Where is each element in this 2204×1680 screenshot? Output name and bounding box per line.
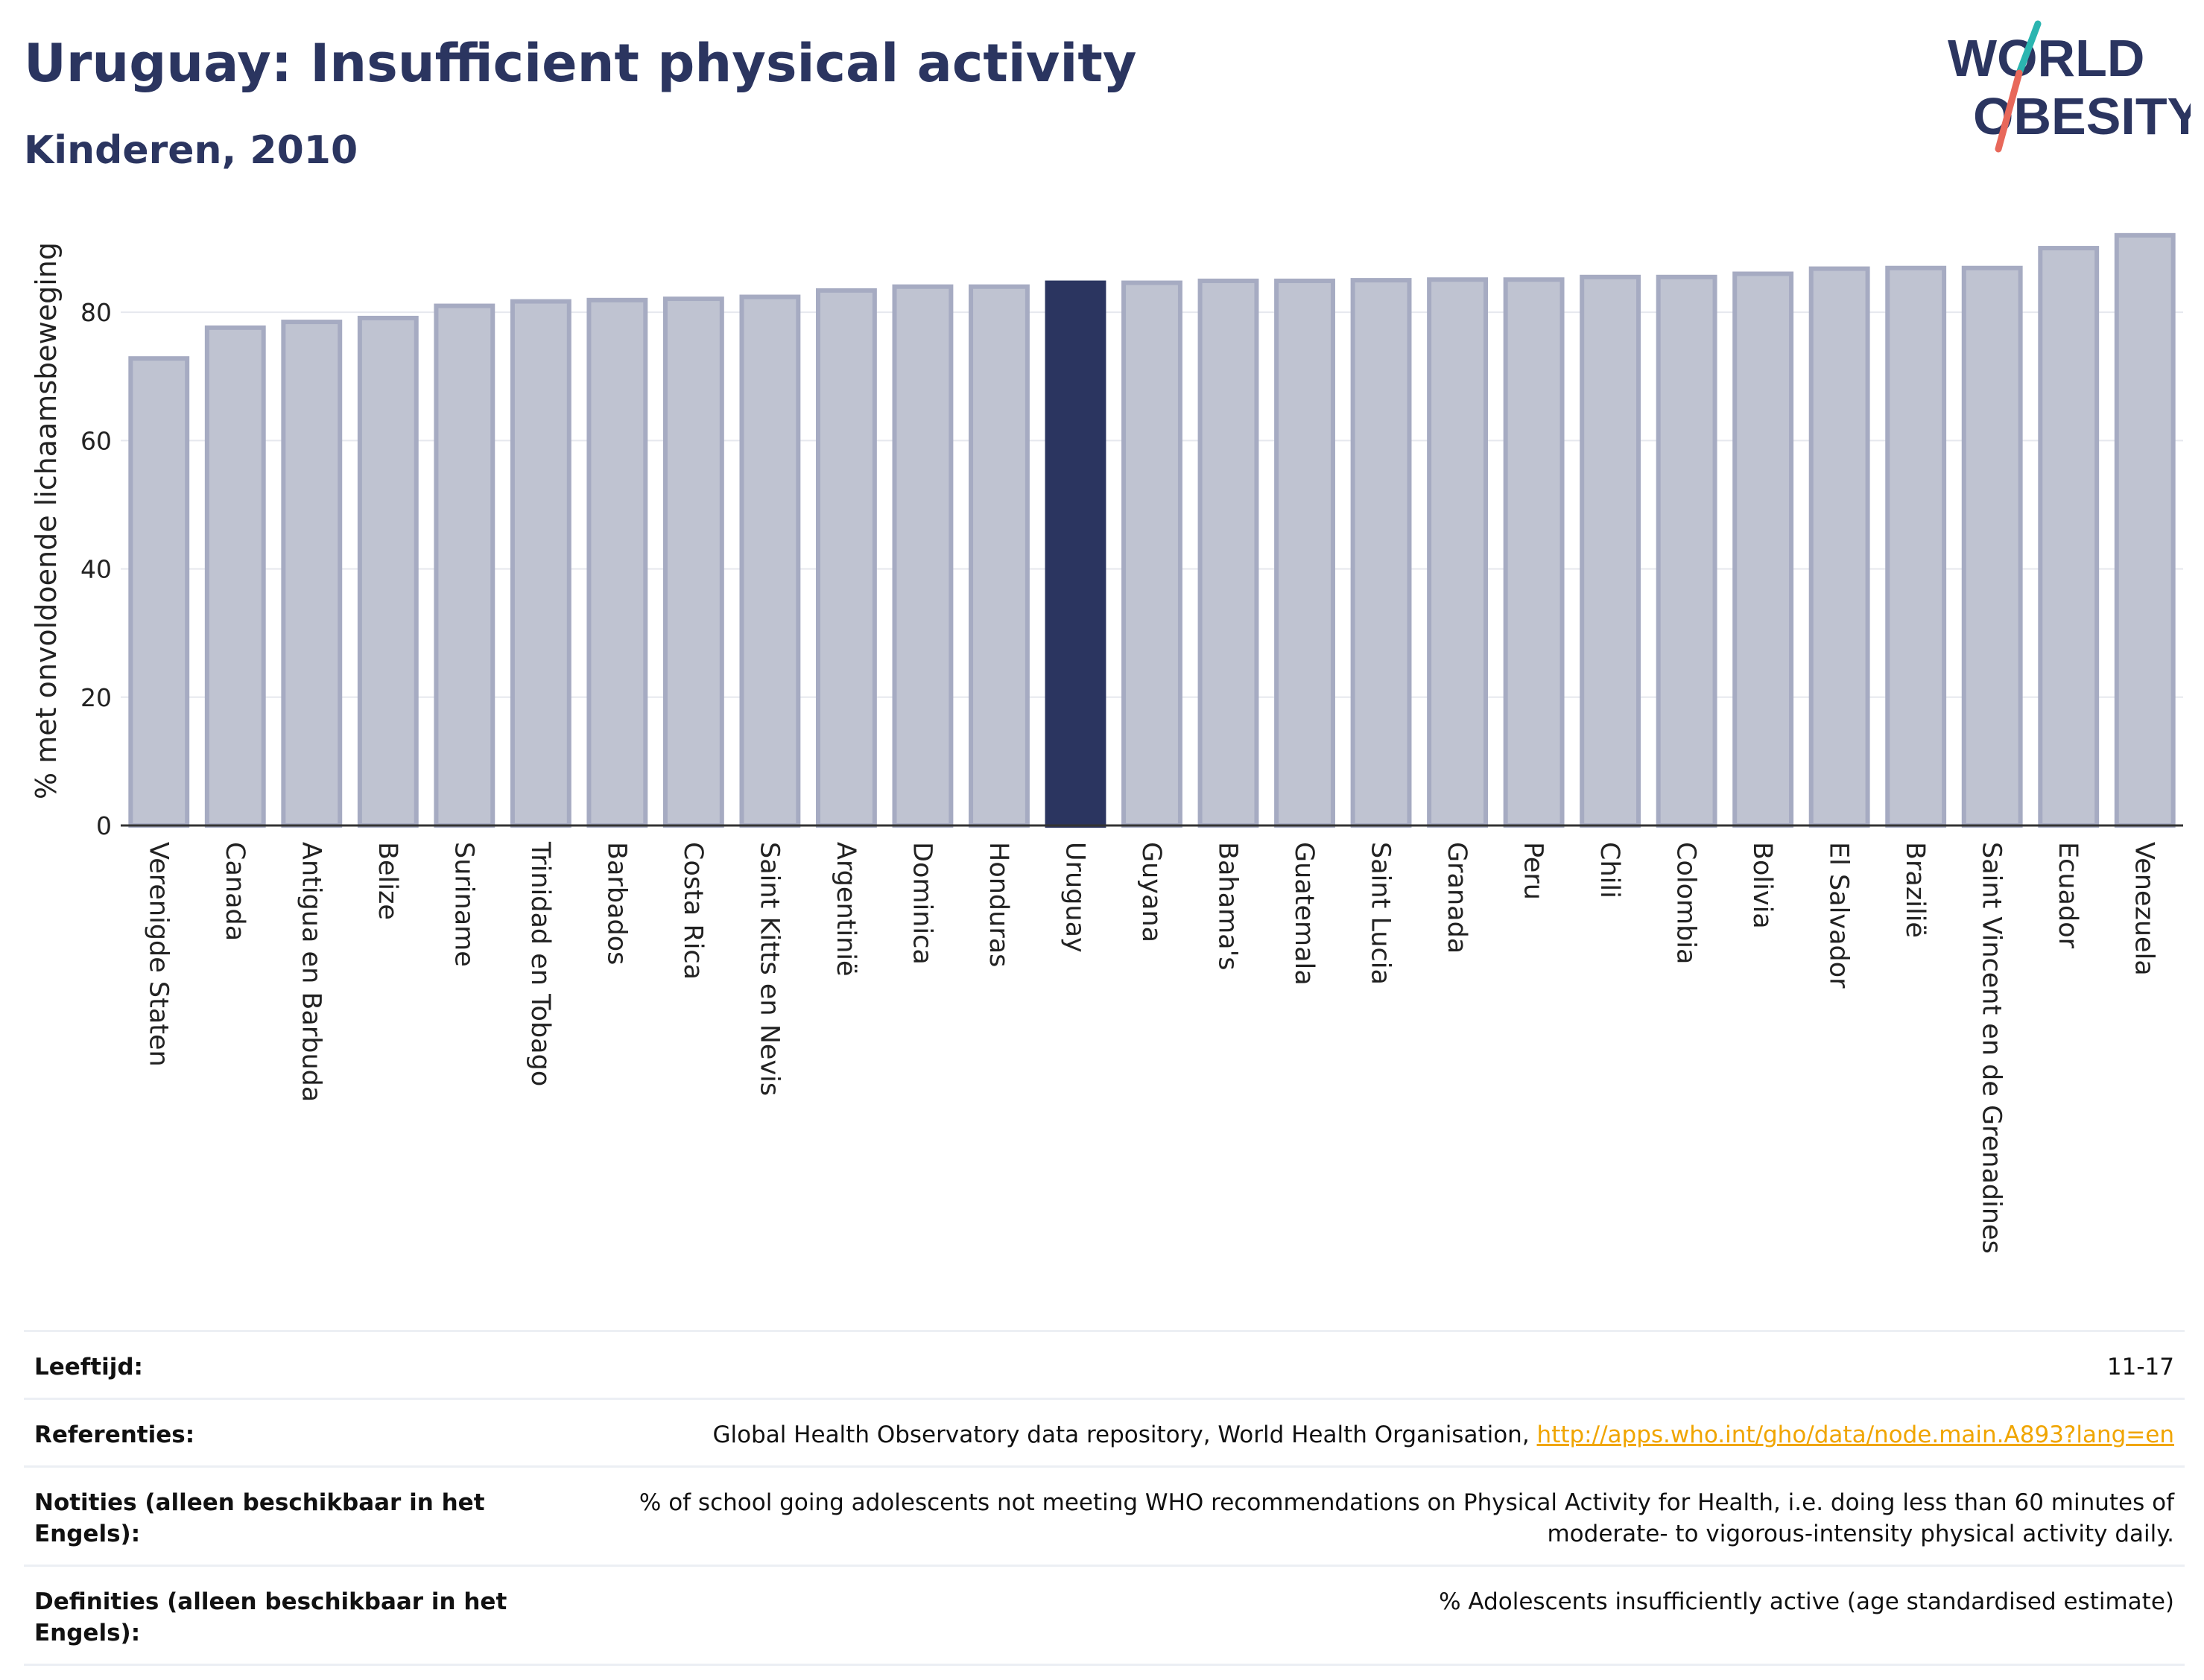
meta-row-definitions: Definities (alleen beschikbaar in het En…	[24, 1565, 2185, 1666]
meta-key-definitions: Definities (alleen beschikbaar in het En…	[24, 1565, 522, 1666]
y-tick-label: 80	[80, 298, 112, 327]
bar-chart: 0 20 40 60 80 % met onvoldoende lichaamsbeweg…	[30, 232, 2183, 1254]
bar	[281, 320, 343, 828]
metadata-table: Leeftijd: 11-17 Referenties: Global Heal…	[24, 1330, 2185, 1666]
meta-value-references: Global Health Observatory data repositor…	[522, 1398, 2185, 1468]
world-obesity-logo: WORLD OBESITY	[1948, 20, 2191, 153]
meta-value-definitions: % Adolescents insufficiently active (age…	[522, 1565, 2185, 1666]
bar	[815, 288, 877, 828]
x-tick-label: Argentinië	[831, 842, 861, 977]
x-tick-label: El Salvador	[1824, 842, 1854, 989]
bar	[434, 303, 495, 828]
bar-highlight	[1045, 280, 1106, 828]
bar	[1885, 265, 1947, 828]
x-tick-label: Granada	[1442, 842, 1472, 954]
y-tick-label: 20	[80, 683, 112, 712]
bar	[662, 297, 724, 828]
page-subtitle: Kinderen, 2010	[24, 128, 358, 173]
meta-value-age: 11-17	[522, 1330, 2185, 1400]
y-tick-label: 0	[96, 811, 112, 840]
meta-row-age: Leeftijd: 11-17	[24, 1330, 2185, 1400]
x-tick-label: Dominica	[907, 842, 937, 965]
x-tick-label: Colombia	[1671, 842, 1701, 964]
logo-slash-teal	[2015, 20, 2042, 77]
x-tick-label: Canada	[220, 842, 250, 941]
bar	[969, 284, 1030, 828]
x-tick-label: Bolivia	[1747, 842, 1777, 929]
meta-key-references: Referenties:	[24, 1398, 522, 1468]
x-tick-label: Guyana	[1136, 842, 1166, 942]
meta-key-age: Leeftijd:	[24, 1330, 522, 1400]
bar	[510, 299, 571, 828]
x-tick-label: Honduras	[984, 842, 1013, 967]
meta-key-notes: Notities (alleen beschikbaar in het Enge…	[24, 1465, 522, 1567]
bar	[739, 294, 801, 828]
bar	[2038, 246, 2100, 828]
x-tick-label: Saint Kitts en Nevis	[754, 842, 784, 1096]
bar	[357, 315, 419, 828]
bar	[1808, 266, 1870, 828]
bar	[1274, 278, 1335, 828]
x-tick-label: Brazilië	[1900, 842, 1930, 938]
x-tick-label: Bahama's	[1213, 842, 1243, 971]
x-tick-label: Chili	[1595, 842, 1624, 898]
bar	[1580, 274, 1641, 828]
x-tick-label: Saint Vincent en de Grenadines	[1977, 842, 2007, 1254]
logo-line1: WORLD	[1948, 29, 2144, 87]
bar	[892, 284, 954, 828]
bar	[1427, 277, 1489, 828]
x-tick-label: Barbados	[601, 842, 631, 965]
y-axis-title: % met onvoldoende lichaamsbeweging	[30, 242, 63, 799]
references-link[interactable]: http://apps.who.int/gho/data/node.main.A…	[1536, 1421, 2174, 1448]
logo-slash-coral	[1995, 69, 2023, 153]
x-tick-label: Uruguay	[1060, 842, 1089, 953]
bar	[1121, 280, 1182, 828]
bar	[2114, 232, 2176, 828]
meta-value-notes: % of school going adolescents not meetin…	[522, 1465, 2185, 1567]
x-tick-label: Guatemala	[1289, 842, 1319, 986]
bar	[1961, 265, 2023, 828]
bar	[128, 356, 190, 828]
bar	[204, 325, 266, 828]
x-tick-label: Belize	[373, 842, 402, 920]
x-tick-label: Costa Rica	[678, 842, 708, 980]
x-tick-label: Venezuela	[2129, 842, 2159, 976]
x-tick-label: Verenigde Staten	[143, 842, 173, 1067]
x-tick-label: Trinidad en Tobago	[525, 841, 555, 1086]
references-text: Global Health Observatory data repositor…	[712, 1421, 1530, 1448]
y-tick-label: 40	[80, 555, 112, 584]
meta-row-notes: Notities (alleen beschikbaar in het Enge…	[24, 1465, 2185, 1567]
bar	[1656, 274, 1717, 828]
bar	[1197, 278, 1259, 828]
y-tick-label: 60	[80, 426, 112, 455]
bar	[586, 297, 648, 828]
bar	[1503, 277, 1565, 828]
x-tick-label: Peru	[1519, 842, 1548, 900]
x-tick-label: Saint Lucia	[1366, 842, 1396, 985]
x-tick-label: Antigua en Barbuda	[296, 842, 326, 1102]
bar	[1350, 278, 1412, 828]
page-title: Uruguay: Insufficient physical activity	[24, 33, 1137, 94]
bar	[1732, 271, 1794, 828]
x-tick-label: Suriname	[449, 842, 478, 967]
meta-row-references: Referenties: Global Health Observatory d…	[24, 1398, 2185, 1468]
x-tick-label: Ecuador	[2053, 842, 2083, 949]
